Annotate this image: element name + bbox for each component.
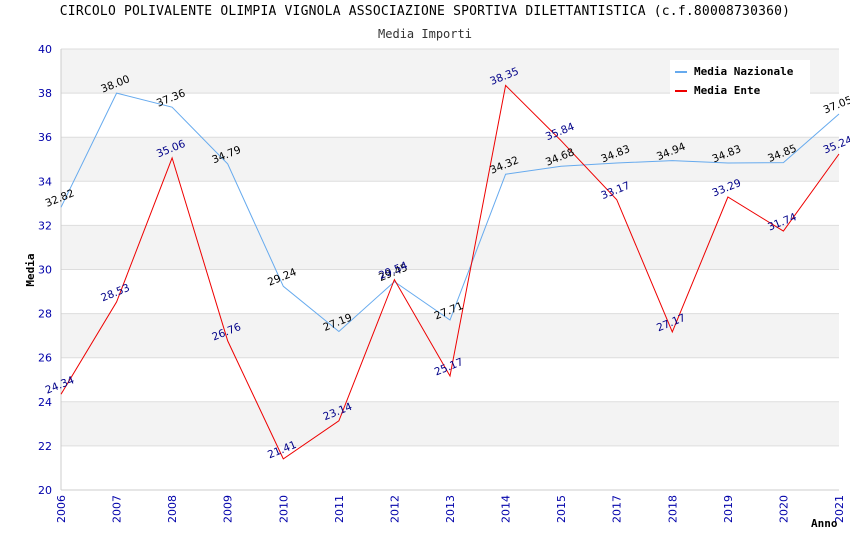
x-tick-label: 2014 <box>500 495 513 523</box>
x-tick-label: 2019 <box>722 495 735 523</box>
y-tick-label: 24 <box>38 396 52 409</box>
y-tick-label: 38 <box>38 87 52 100</box>
y-axis-ticks: 20 22 24 26 28 30 32 34 36 38 40 <box>38 43 52 497</box>
grid-band <box>61 445 839 490</box>
x-tick-label: 2021 <box>833 495 846 523</box>
grid-band <box>61 137 839 182</box>
legend-item-label: Media Nazionale <box>694 65 794 78</box>
legend-box <box>670 60 810 100</box>
legend-item-label: Media Ente <box>694 84 761 97</box>
grid-band <box>61 269 839 314</box>
grid-band <box>61 313 839 358</box>
x-tick-label: 2006 <box>55 495 68 523</box>
x-axis-ticks: 2006 2007 2008 2009 2010 2011 2012 2013 2014 2015… <box>55 495 846 523</box>
x-tick-label: 2012 <box>388 495 401 523</box>
grid-band <box>61 401 839 446</box>
x-tick-label: 2007 <box>111 495 124 523</box>
y-tick-label: 36 <box>38 131 52 144</box>
x-tick-label: 2020 <box>777 495 790 523</box>
y-tick-label: 30 <box>38 264 52 277</box>
y-tick-label: 20 <box>38 484 52 497</box>
y-axis-label: Media <box>24 253 37 286</box>
grid-band <box>61 93 839 138</box>
grid-band <box>61 357 839 402</box>
x-tick-label: 2017 <box>611 495 624 523</box>
chart-title: CIRCOLO POLIVALENTE OLIMPIA VIGNOLA ASSO… <box>59 4 791 19</box>
legend: Media Nazionale Media Ente <box>670 60 810 100</box>
x-axis-label: Anno <box>811 517 838 530</box>
y-tick-label: 32 <box>38 219 52 232</box>
series-line <box>60 92 840 333</box>
x-tick-label: 2018 <box>666 495 679 523</box>
grid-bands <box>61 49 839 490</box>
series-line <box>60 84 840 460</box>
x-tick-label: 2013 <box>444 495 457 523</box>
x-tick-label: 2008 <box>166 495 179 523</box>
grid-lines <box>60 48 839 491</box>
grid-band <box>61 225 839 270</box>
x-tick-label: 2011 <box>333 495 346 523</box>
y-tick-label: 22 <box>38 440 52 453</box>
x-tick-label: 2015 <box>555 495 568 523</box>
y-tick-label: 34 <box>38 175 52 188</box>
x-tick-label: 2009 <box>222 495 235 523</box>
x-tick-label: 2010 <box>277 495 290 523</box>
series-lines <box>60 84 840 460</box>
y-tick-label: 40 <box>38 43 52 56</box>
y-tick-label: 28 <box>38 308 52 321</box>
y-tick-label: 26 <box>38 352 52 365</box>
chart-subtitle: Media Importi <box>378 27 472 41</box>
